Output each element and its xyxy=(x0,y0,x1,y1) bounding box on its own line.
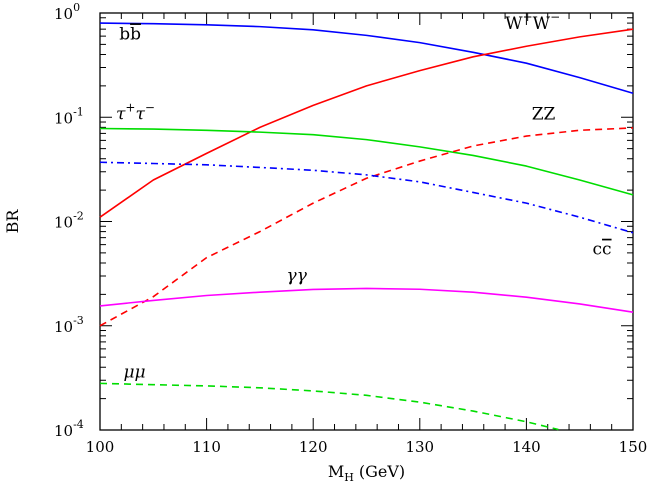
series-line-5 xyxy=(99,287,634,313)
x-tick-label: 150 xyxy=(619,438,648,456)
series-label-1: W+W− xyxy=(505,10,560,34)
series-line-2 xyxy=(99,127,634,196)
y-tick-label: 10-4 xyxy=(54,418,84,440)
x-tick-label: 140 xyxy=(512,438,541,456)
series-label-6: μμ xyxy=(123,362,145,382)
y-axis-title: BR xyxy=(3,209,22,234)
y-tick-label: 10-3 xyxy=(54,314,84,336)
axis-ticks xyxy=(99,12,634,431)
y-tick-label: 10-1 xyxy=(54,105,84,127)
series-labels: bb W+W− τ+τ− ZZ cc γγ μμ xyxy=(116,10,612,382)
x-axis-title: MH (GeV) xyxy=(328,462,405,484)
series-line-4 xyxy=(99,161,634,234)
x-tick-label: 120 xyxy=(299,438,328,456)
y-tick-label: 10-2 xyxy=(54,210,84,232)
x-tick-labels: 100 110 120 130 140 150 xyxy=(86,438,648,456)
series-line-1 xyxy=(99,28,634,218)
series-line-3 xyxy=(99,127,634,327)
series-label-4: cc xyxy=(592,240,611,260)
x-tick-label: 100 xyxy=(86,438,115,456)
series-line-0 xyxy=(99,22,634,94)
x-tick-label: 130 xyxy=(405,438,434,456)
series-label-3: ZZ xyxy=(532,105,556,125)
plot-frame-rect xyxy=(99,12,634,431)
plot-frame xyxy=(99,12,634,431)
series-lines xyxy=(99,22,634,431)
series-line-6 xyxy=(99,382,559,431)
y-tick-label: 100 xyxy=(54,1,80,23)
axis-titles: MH (GeV) BR xyxy=(3,209,405,484)
series-label-0: bb xyxy=(119,24,141,44)
series-label-5: γγ xyxy=(287,266,308,286)
x-tick-label: 110 xyxy=(192,438,221,456)
y-tick-labels: 10-4 10-3 10-2 10-1 100 xyxy=(54,1,84,440)
series-label-2: τ+τ− xyxy=(116,101,155,125)
